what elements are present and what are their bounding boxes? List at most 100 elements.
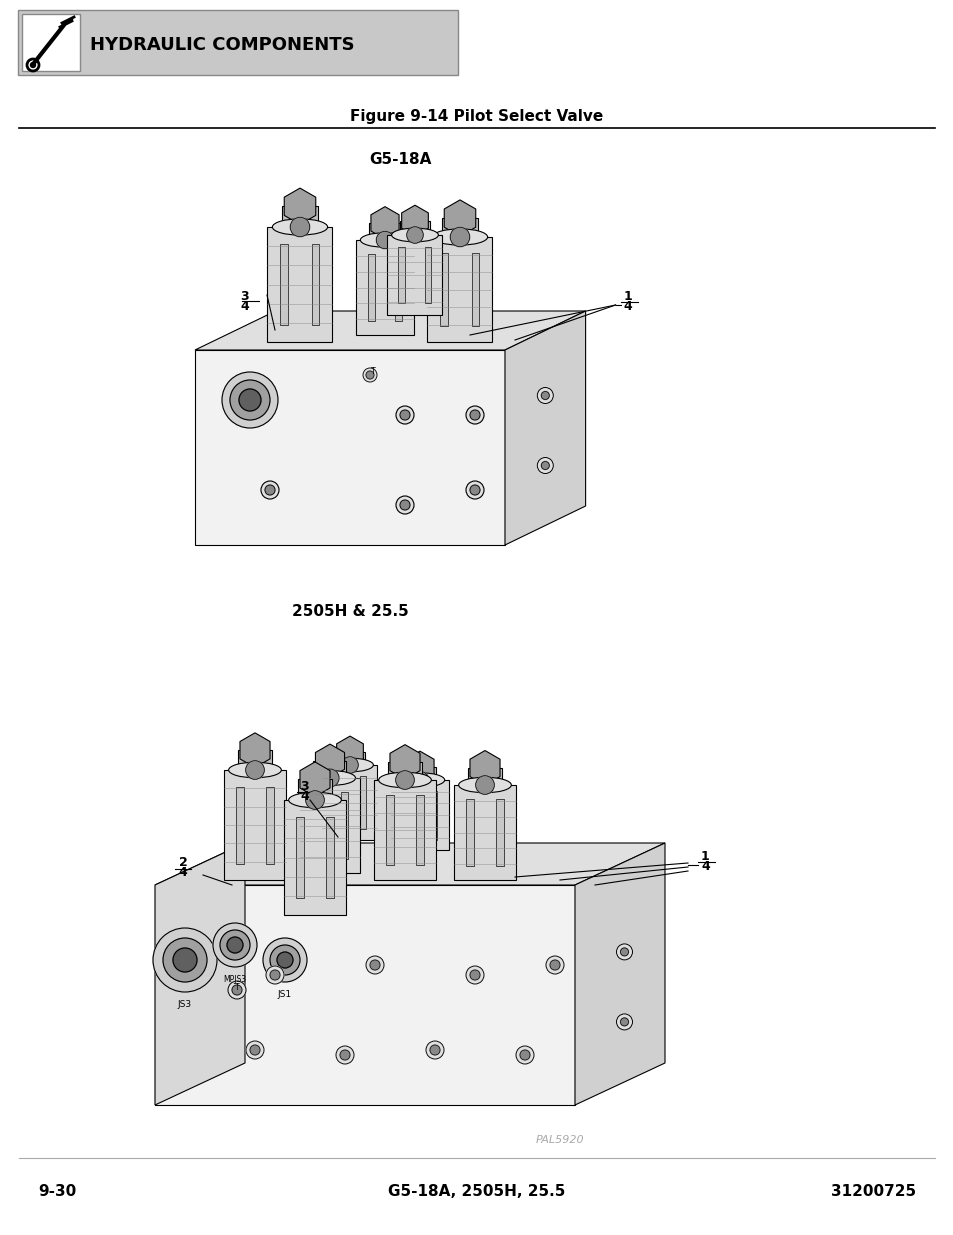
Polygon shape — [240, 732, 270, 768]
Polygon shape — [404, 767, 436, 781]
Text: 3: 3 — [300, 779, 309, 793]
Text: 31200725: 31200725 — [830, 1184, 915, 1199]
Circle shape — [222, 372, 277, 429]
Polygon shape — [444, 200, 476, 236]
Polygon shape — [367, 254, 375, 321]
Polygon shape — [470, 751, 499, 785]
Ellipse shape — [378, 772, 431, 788]
Circle shape — [399, 410, 410, 420]
Circle shape — [426, 1041, 443, 1058]
Ellipse shape — [289, 792, 341, 808]
Circle shape — [335, 1046, 354, 1065]
Circle shape — [465, 406, 483, 424]
Polygon shape — [374, 781, 436, 881]
Circle shape — [465, 480, 483, 499]
Polygon shape — [401, 205, 428, 236]
Polygon shape — [224, 769, 286, 881]
Circle shape — [261, 480, 278, 499]
Circle shape — [290, 217, 310, 237]
Circle shape — [341, 757, 358, 773]
Polygon shape — [336, 736, 363, 767]
Polygon shape — [194, 311, 585, 350]
Circle shape — [476, 776, 494, 794]
Polygon shape — [335, 752, 365, 764]
Bar — [22, 14, 80, 70]
Circle shape — [363, 368, 376, 382]
Circle shape — [265, 485, 274, 495]
FancyBboxPatch shape — [18, 10, 457, 75]
Circle shape — [465, 966, 483, 984]
Text: 4: 4 — [300, 789, 309, 803]
Circle shape — [545, 956, 563, 974]
Circle shape — [537, 457, 553, 473]
Polygon shape — [312, 245, 319, 325]
Polygon shape — [312, 792, 319, 858]
Circle shape — [366, 956, 384, 974]
Circle shape — [370, 960, 379, 969]
Polygon shape — [194, 350, 504, 545]
Circle shape — [550, 960, 559, 969]
Circle shape — [228, 981, 246, 999]
Circle shape — [230, 380, 270, 420]
Text: 1: 1 — [700, 851, 709, 863]
Polygon shape — [468, 768, 501, 785]
Circle shape — [616, 944, 632, 960]
Ellipse shape — [326, 758, 373, 772]
Polygon shape — [266, 787, 274, 863]
Circle shape — [30, 63, 35, 68]
Polygon shape — [441, 219, 477, 237]
Text: JS3: JS3 — [178, 1000, 192, 1009]
Circle shape — [270, 945, 299, 974]
Polygon shape — [355, 240, 414, 335]
Text: 1: 1 — [623, 290, 632, 304]
Text: MPJS3: MPJS3 — [223, 974, 246, 984]
Text: 4: 4 — [178, 867, 187, 879]
Polygon shape — [454, 785, 516, 881]
Polygon shape — [154, 844, 245, 1105]
Circle shape — [470, 410, 479, 420]
Polygon shape — [440, 253, 448, 326]
Polygon shape — [334, 777, 339, 829]
Polygon shape — [154, 885, 575, 1105]
Ellipse shape — [392, 228, 438, 242]
Circle shape — [246, 761, 264, 779]
Text: 9-30: 9-30 — [38, 1184, 76, 1199]
Circle shape — [246, 1041, 264, 1058]
Circle shape — [305, 790, 324, 809]
Ellipse shape — [432, 228, 487, 245]
Polygon shape — [154, 844, 664, 885]
Circle shape — [270, 969, 280, 981]
Polygon shape — [416, 795, 423, 864]
Ellipse shape — [360, 232, 409, 247]
Text: T: T — [234, 983, 239, 992]
Polygon shape — [399, 221, 430, 235]
Text: JS1: JS1 — [277, 990, 292, 999]
Circle shape — [516, 1046, 534, 1065]
Text: 3: 3 — [240, 290, 249, 304]
Circle shape — [537, 388, 553, 404]
Circle shape — [619, 948, 628, 956]
Text: 2505H & 25.5: 2505H & 25.5 — [292, 604, 408, 620]
Circle shape — [450, 227, 469, 247]
Polygon shape — [236, 787, 244, 863]
Polygon shape — [575, 844, 664, 1105]
Polygon shape — [471, 253, 479, 326]
Polygon shape — [359, 777, 366, 829]
Circle shape — [366, 370, 374, 379]
Polygon shape — [386, 795, 394, 864]
Circle shape — [406, 227, 423, 243]
Text: PAL5920: PAL5920 — [536, 1135, 583, 1145]
Circle shape — [227, 937, 243, 953]
Polygon shape — [280, 245, 288, 325]
Polygon shape — [504, 311, 585, 545]
Polygon shape — [237, 750, 272, 769]
Polygon shape — [388, 762, 421, 781]
Polygon shape — [340, 792, 348, 858]
Ellipse shape — [395, 773, 444, 787]
Polygon shape — [314, 761, 346, 778]
Circle shape — [619, 1018, 628, 1026]
Circle shape — [266, 966, 284, 984]
Polygon shape — [496, 799, 503, 866]
Circle shape — [395, 496, 414, 514]
Ellipse shape — [458, 777, 511, 793]
